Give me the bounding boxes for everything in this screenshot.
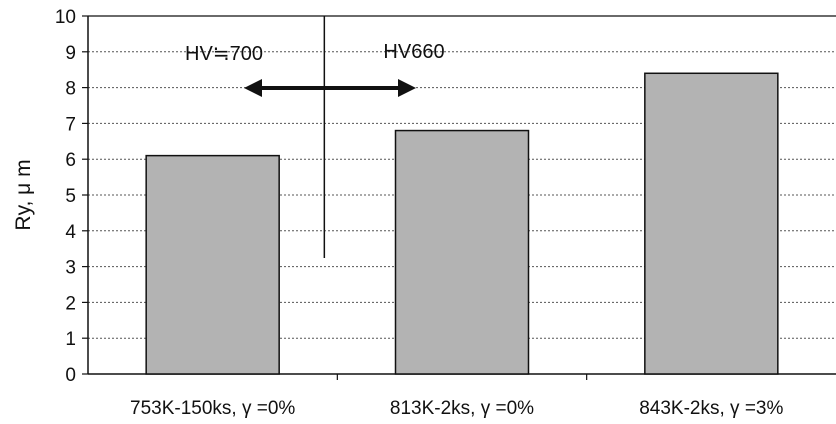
bar <box>394 129 530 375</box>
y-tick-label: 7 <box>65 114 76 135</box>
y-tick-label: 5 <box>65 186 76 207</box>
y-tick-label: 1 <box>65 329 76 350</box>
y-tick-labels: 0 1 2 3 4 5 6 7 8 9 10 <box>55 7 77 386</box>
y-tick-label: 9 <box>65 43 76 64</box>
bars <box>145 72 779 375</box>
x-category-labels: 753K-150ks, γ =0% 813K-2ks, γ =0% 843K-2ks… <box>130 398 783 419</box>
y-tick-label: 3 <box>65 258 76 279</box>
arrow-head-right <box>398 79 416 97</box>
bar <box>145 154 280 375</box>
annotation-right-label: HV660 <box>383 41 444 63</box>
annotations: HV≒700 HV660 <box>185 16 445 258</box>
y-tick-label: 6 <box>65 150 76 171</box>
y-tick-label: 10 <box>55 7 76 28</box>
bar <box>644 72 779 375</box>
y-tick-label: 8 <box>65 79 76 100</box>
annotation-left-label: HV≒700 <box>185 43 263 65</box>
x-category-label: 843K-2ks, γ =3% <box>639 398 783 419</box>
x-category-label: 753K-150ks, γ =0% <box>130 398 295 419</box>
y-tick-label: 2 <box>65 293 76 314</box>
y-axis-label: Ry, μ m <box>12 159 35 230</box>
x-category-label: 813K-2ks, γ =0% <box>390 398 534 419</box>
arrow-head-left <box>244 79 262 97</box>
y-tick-label: 4 <box>65 222 76 243</box>
y-tick-label: 0 <box>65 365 76 386</box>
